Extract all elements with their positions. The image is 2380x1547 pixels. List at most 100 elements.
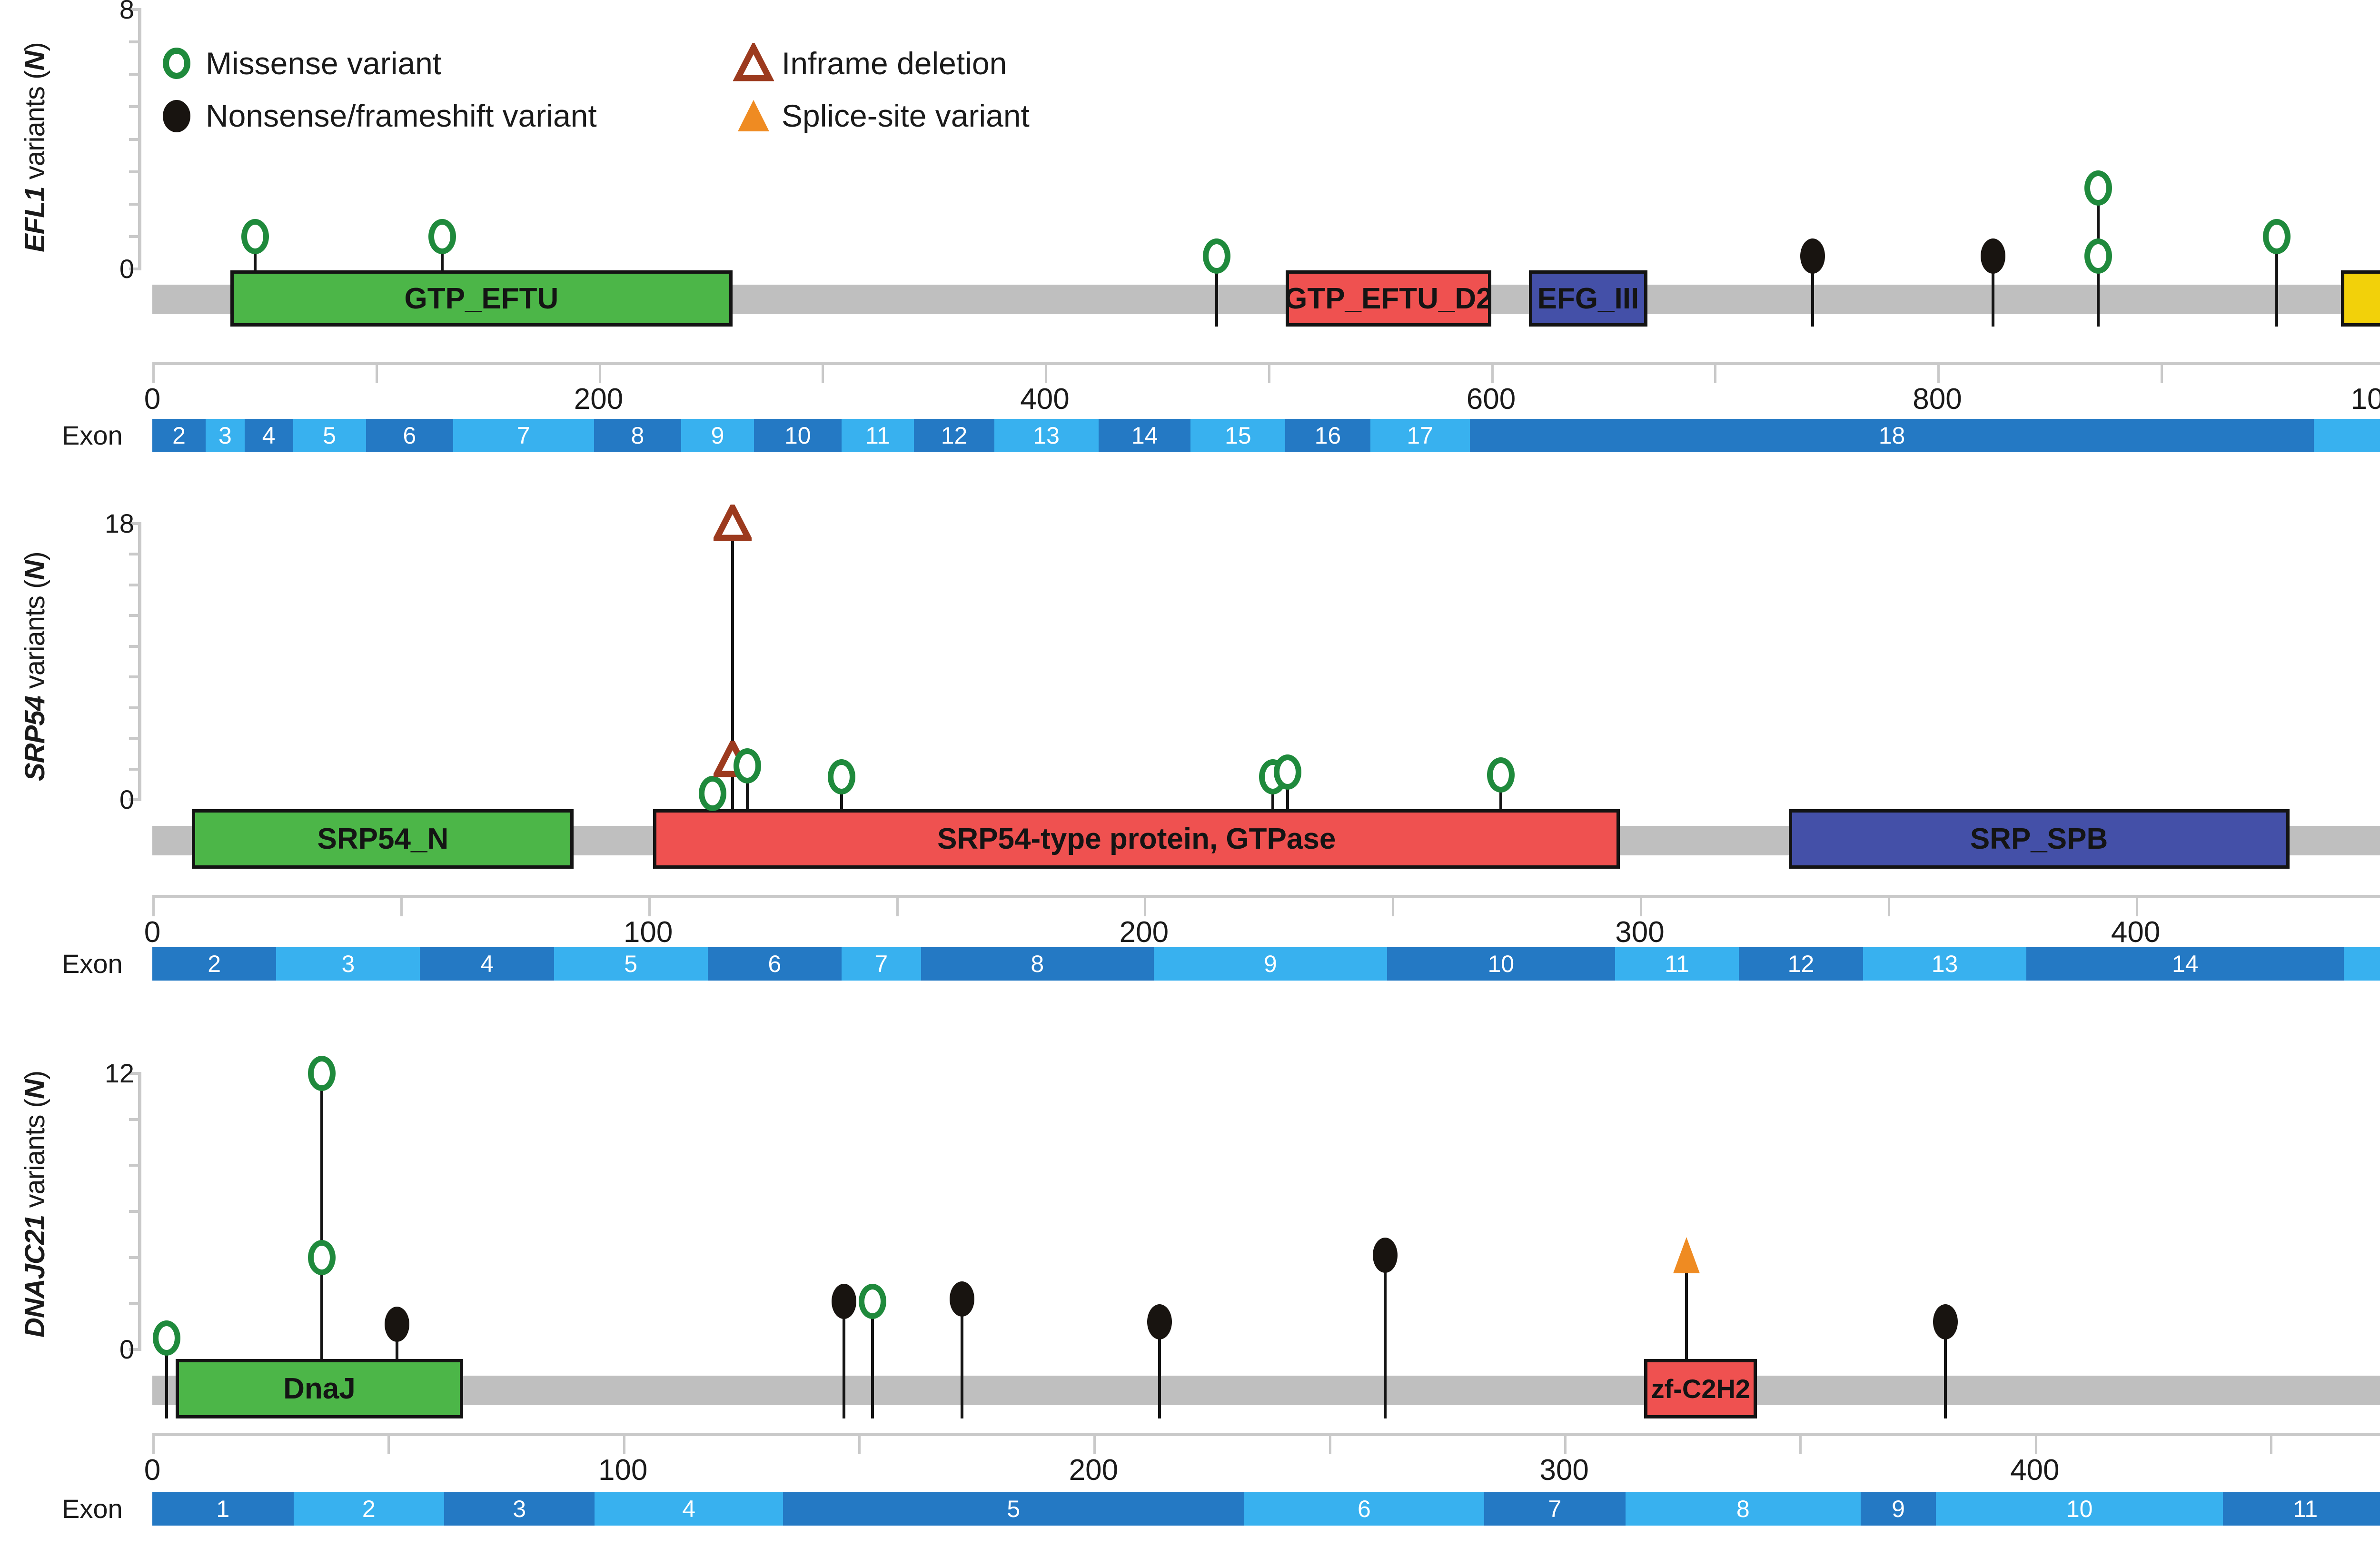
exon-segment[interactable]: 3 — [444, 1492, 595, 1526]
protein-domain-zf-c2h2[interactable]: zf-C2H2 — [1644, 1359, 1757, 1418]
exon-segment[interactable]: 1 — [152, 1492, 294, 1526]
exon-segment[interactable]: 8 — [921, 947, 1154, 981]
filled-triangle-orange-icon — [733, 95, 774, 136]
exon-segment[interactable]: 14 — [2026, 947, 2344, 981]
x-axis-tick — [1329, 1436, 1331, 1454]
protein-domain-srp54-type-protein-gtpase[interactable]: SRP54-type protein, GTPase — [653, 809, 1620, 869]
exon-segment[interactable]: 3 — [206, 419, 245, 452]
exon-segment[interactable]: 7 — [841, 947, 921, 981]
exon-segment[interactable]: 2 — [293, 1492, 444, 1526]
legend-item-splice: Splice-site variant — [733, 95, 1030, 136]
variant-marker-missense[interactable] — [307, 1056, 336, 1091]
exon-segment[interactable]: 7 — [1484, 1492, 1626, 1526]
y-axis-tick — [129, 798, 141, 801]
exon-segment[interactable]: 5 — [293, 419, 366, 452]
exon-segment[interactable]: 7 — [453, 419, 594, 452]
exon-segment[interactable]: 9 — [1154, 947, 1387, 981]
variant-marker-inframe-deletion[interactable] — [712, 500, 754, 543]
exon-segment[interactable]: 16 — [1285, 419, 1370, 452]
variant-marker-missense[interactable] — [734, 748, 761, 784]
protein-domain-efg-c[interactable]: EFG_C — [2341, 270, 2380, 327]
protein-domain-gtp-eftu-d2[interactable]: GTP_EFTU_D2 — [1286, 270, 1491, 327]
protein-domain-dnaj[interactable]: DnaJ — [176, 1359, 463, 1418]
x-axis-tick — [1887, 898, 1890, 916]
y-axis-tick — [129, 645, 141, 648]
exon-segment[interactable]: 2 — [152, 419, 206, 452]
protein-backbone — [152, 1376, 2380, 1405]
variant-marker-nonsense[interactable] — [949, 1281, 974, 1317]
variant-marker-nonsense[interactable] — [1147, 1304, 1172, 1339]
exon-segment[interactable]: 9 — [1860, 1492, 1936, 1526]
variant-marker-missense[interactable] — [858, 1283, 886, 1319]
variant-marker-nonsense[interactable] — [1373, 1237, 1398, 1273]
protein-domain-srp54-n[interactable]: SRP54_N — [192, 809, 574, 869]
protein-domain-srp-spb[interactable]: SRP_SPB — [1788, 809, 2290, 869]
x-axis — [152, 1433, 2380, 1454]
exon-segment[interactable]: 5 — [554, 947, 708, 981]
exon-segment[interactable]: 10 — [1387, 947, 1615, 981]
variant-marker-missense[interactable] — [827, 759, 855, 794]
exon-segment[interactable]: 13 — [994, 419, 1099, 452]
exon-segment[interactable]: 15 — [1190, 419, 1286, 452]
variant-marker-missense[interactable] — [2084, 170, 2112, 206]
exon-segment[interactable]: 9 — [681, 419, 754, 452]
variant-marker-missense[interactable] — [241, 218, 269, 254]
variant-marker-splice-site[interactable] — [1667, 1235, 1706, 1275]
variant-marker-missense[interactable] — [2262, 218, 2291, 254]
variant-marker-nonsense[interactable] — [1981, 238, 2006, 274]
y-axis-label: EFL1 variants (N) — [20, 42, 50, 253]
exon-segment[interactable]: 11 — [841, 419, 914, 452]
variant-marker-nonsense[interactable] — [1800, 238, 1825, 274]
exon-segment[interactable]: 17 — [1370, 419, 1470, 452]
variant-marker-nonsense[interactable] — [832, 1283, 857, 1319]
exon-segment[interactable]: 15 — [2344, 947, 2380, 981]
legend-label-missense: Missense variant — [206, 46, 442, 81]
variant-marker-missense[interactable] — [2084, 238, 2112, 274]
x-axis-tick-label: 1000 — [2350, 383, 2380, 416]
variant-marker-missense[interactable] — [307, 1240, 336, 1275]
exon-segment[interactable]: 11 — [1615, 947, 1739, 981]
x-axis-tick-label: 100 — [598, 1454, 648, 1487]
exon-segment[interactable]: 13 — [1863, 947, 2027, 981]
variant-marker-missense[interactable] — [1274, 754, 1302, 790]
exon-segment[interactable]: 19 — [2314, 419, 2380, 452]
exon-segment[interactable]: 3 — [276, 947, 420, 981]
protein-domain-efg-iii[interactable]: EFG_III — [1529, 270, 1647, 327]
exon-segment[interactable]: 6 — [1244, 1492, 1484, 1526]
exon-segment[interactable]: 10 — [754, 419, 842, 452]
exon-segment[interactable]: 11 — [2223, 1492, 2380, 1526]
exon-segment[interactable]: 14 — [1098, 419, 1191, 452]
y-axis-tick — [129, 1072, 141, 1075]
exon-segment[interactable]: 10 — [1936, 1492, 2223, 1526]
exon-segment[interactable]: 8 — [1625, 1492, 1861, 1526]
exon-segment[interactable]: 12 — [1739, 947, 1863, 981]
exon-segment[interactable]: 18 — [1469, 419, 2314, 452]
variant-marker-missense[interactable] — [152, 1320, 180, 1356]
y-axis-tick — [129, 202, 141, 206]
variant-marker-missense[interactable] — [1487, 757, 1515, 793]
variant-marker-nonsense[interactable] — [1933, 1304, 1958, 1339]
variant-stem — [1384, 1255, 1387, 1418]
variant-stem — [1215, 256, 1218, 327]
y-axis-tick — [129, 235, 141, 238]
variant-marker-missense[interactable] — [1202, 238, 1230, 274]
x-axis-tick-label: 600 — [1466, 383, 1516, 416]
exon-segment[interactable]: 5 — [783, 1492, 1244, 1526]
variant-marker-missense[interactable] — [699, 776, 727, 812]
variant-stem — [1811, 256, 1814, 327]
exon-track-label: Exon — [62, 1494, 123, 1524]
exon-segment[interactable]: 8 — [594, 419, 682, 452]
protein-domain-gtp-eftu[interactable]: GTP_EFTU — [230, 270, 733, 327]
exon-segment[interactable]: 6 — [366, 419, 453, 452]
exon-segment[interactable]: 6 — [707, 947, 842, 981]
variant-marker-missense[interactable] — [428, 218, 456, 254]
variant-marker-nonsense[interactable] — [385, 1306, 410, 1342]
exon-segment[interactable]: 2 — [152, 947, 277, 981]
variant-stem — [1158, 1322, 1161, 1418]
exon-segment[interactable]: 4 — [595, 1492, 783, 1526]
exon-segment[interactable]: 12 — [914, 419, 994, 452]
variant-stem — [320, 1257, 323, 1418]
exon-segment[interactable]: 4 — [420, 947, 554, 981]
x-axis-tick — [822, 365, 824, 383]
exon-segment[interactable]: 4 — [244, 419, 293, 452]
